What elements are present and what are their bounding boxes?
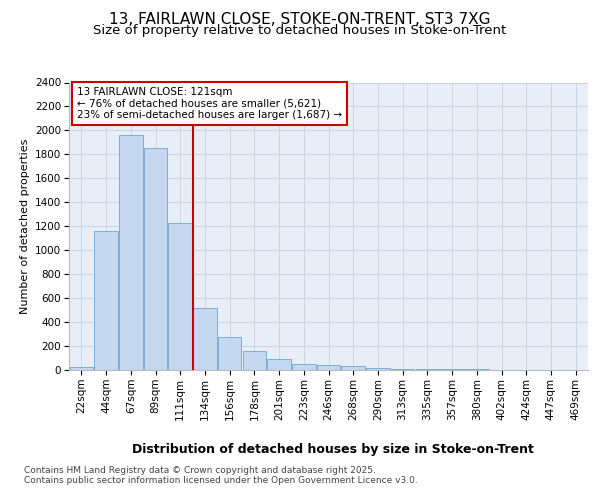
Bar bbox=[292, 364, 316, 370]
Text: Contains HM Land Registry data © Crown copyright and database right 2025.: Contains HM Land Registry data © Crown c… bbox=[24, 466, 376, 475]
Bar bbox=[391, 368, 415, 370]
Bar bbox=[169, 222, 192, 370]
Bar bbox=[94, 231, 118, 370]
Bar bbox=[341, 366, 365, 370]
Bar bbox=[242, 352, 266, 370]
Text: 13 FAIRLAWN CLOSE: 121sqm
← 76% of detached houses are smaller (5,621)
23% of se: 13 FAIRLAWN CLOSE: 121sqm ← 76% of detac… bbox=[77, 87, 342, 120]
Text: Distribution of detached houses by size in Stoke-on-Trent: Distribution of detached houses by size … bbox=[132, 442, 534, 456]
Bar bbox=[193, 308, 217, 370]
Bar bbox=[366, 368, 389, 370]
Bar bbox=[70, 367, 93, 370]
Text: 13, FAIRLAWN CLOSE, STOKE-ON-TRENT, ST3 7XG: 13, FAIRLAWN CLOSE, STOKE-ON-TRENT, ST3 … bbox=[109, 12, 491, 28]
Bar bbox=[144, 148, 167, 370]
Bar bbox=[119, 135, 143, 370]
Y-axis label: Number of detached properties: Number of detached properties bbox=[20, 138, 29, 314]
Text: Contains public sector information licensed under the Open Government Licence v3: Contains public sector information licen… bbox=[24, 476, 418, 485]
Bar bbox=[268, 359, 291, 370]
Bar bbox=[317, 365, 340, 370]
Text: Size of property relative to detached houses in Stoke-on-Trent: Size of property relative to detached ho… bbox=[94, 24, 506, 37]
Bar bbox=[218, 337, 241, 370]
